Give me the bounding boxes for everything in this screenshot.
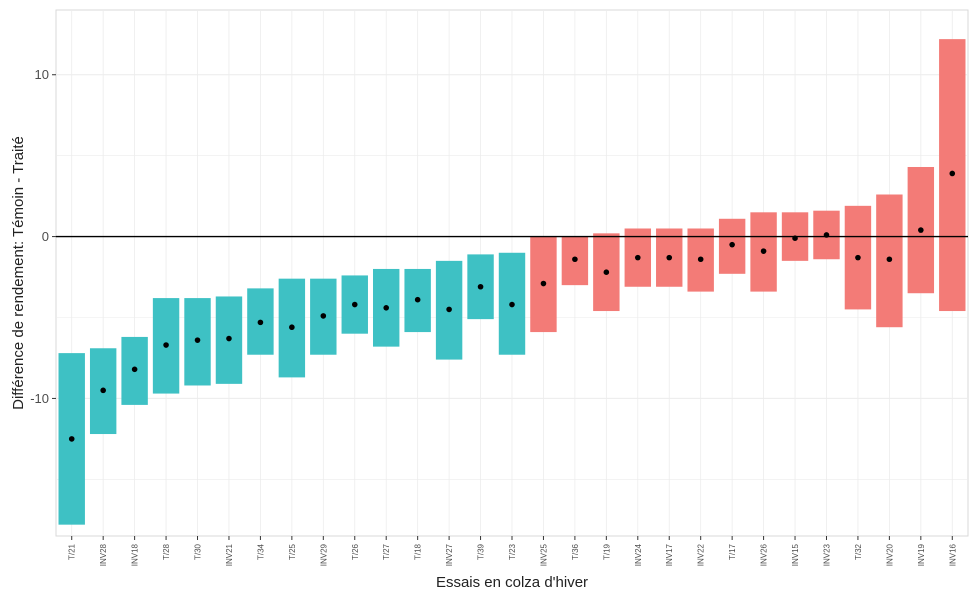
estimate-point-INV19: [918, 227, 924, 233]
estimate-point-INV24: [634, 254, 641, 261]
estimate-point-T/25: [289, 324, 295, 331]
y-axis-ticks: -10 0 10: [30, 67, 56, 406]
estimate-point-INV26: [760, 248, 767, 254]
x-tick-label-INV20: INV20: [885, 543, 894, 566]
estimate-point-T/27: [383, 304, 390, 311]
x-tick-label-T/23: T/23: [508, 543, 517, 560]
estimate-point-INV15: [792, 235, 798, 242]
x-tick-label-INV18: INV18: [131, 543, 140, 566]
x-tick-label-INV26: INV26: [760, 543, 769, 566]
estimate-point-INV25: [540, 280, 547, 287]
x-tick-label-INV16: INV16: [948, 543, 957, 566]
x-tick-label-T/36: T/36: [571, 543, 580, 560]
estimate-point-INV16: [949, 170, 956, 177]
y-tick-label: -10: [30, 391, 49, 406]
estimate-point-INV17: [666, 254, 673, 261]
estimate-point-T/26: [351, 301, 358, 308]
x-tick-label-INV17: INV17: [665, 543, 674, 566]
estimate-point-INV27: [446, 306, 452, 313]
x-axis-title: Essais en colza d'hiver: [436, 574, 588, 591]
estimate-point-T/23: [509, 301, 515, 308]
x-tick-label-INV28: INV28: [99, 543, 108, 566]
x-tick-label-T/39: T/39: [477, 543, 486, 560]
estimate-point-T/32: [855, 254, 861, 261]
x-tick-label-T/30: T/30: [194, 543, 203, 560]
x-tick-label-T/18: T/18: [414, 543, 423, 560]
y-tick-label: 10: [35, 67, 49, 82]
x-tick-label-T/19: T/19: [602, 543, 611, 560]
x-tick-label-T/26: T/26: [351, 543, 360, 560]
y-tick-label: 0: [42, 229, 49, 244]
x-tick-label-INV29: INV29: [319, 543, 328, 566]
x-tick-label-T/32: T/32: [854, 543, 863, 560]
x-tick-label-T/34: T/34: [256, 543, 265, 560]
x-tick-label-T/21: T/21: [68, 543, 77, 560]
estimate-point-T/34: [257, 319, 264, 326]
estimate-point-T/30: [194, 337, 201, 343]
x-tick-label-T/25: T/25: [288, 543, 297, 560]
x-tick-label-T/17: T/17: [728, 543, 737, 560]
x-tick-label-T/27: T/27: [382, 543, 391, 560]
x-tick-label-INV15: INV15: [791, 543, 800, 566]
estimate-point-INV29: [320, 313, 327, 319]
estimate-points: [68, 170, 956, 442]
estimate-point-T/21: [68, 436, 75, 442]
estimate-point-T/28: [163, 342, 169, 348]
estimate-point-INV18: [131, 366, 138, 373]
estimate-point-INV28: [100, 387, 106, 394]
estimate-point-T/39: [477, 283, 484, 290]
estimate-point-INV20: [886, 256, 893, 263]
x-tick-label-INV25: INV25: [539, 543, 548, 566]
estimate-point-T/36: [572, 256, 578, 263]
x-tick-label-INV22: INV22: [697, 543, 706, 566]
estimate-point-INV22: [697, 256, 704, 263]
x-tick-label-INV21: INV21: [225, 543, 234, 566]
x-tick-label-INV19: INV19: [917, 543, 926, 566]
estimate-point-T/19: [603, 269, 610, 275]
y-axis-title: Différence de rendement: Témoin - Traité: [10, 136, 27, 410]
estimate-point-T/17: [729, 241, 735, 248]
estimate-point-T/18: [414, 296, 421, 303]
x-tick-label-INV27: INV27: [445, 543, 454, 566]
x-tick-label-INV23: INV23: [822, 543, 831, 566]
x-tick-label-INV24: INV24: [634, 543, 643, 566]
estimate-point-INV23: [823, 232, 830, 238]
estimate-point-INV21: [226, 335, 232, 342]
x-tick-label-T/28: T/28: [162, 543, 171, 560]
x-axis-ticks: T/21 INV28 INV18 T/28 T/30 INV21 T/34 T/25 INV29…: [68, 536, 957, 566]
